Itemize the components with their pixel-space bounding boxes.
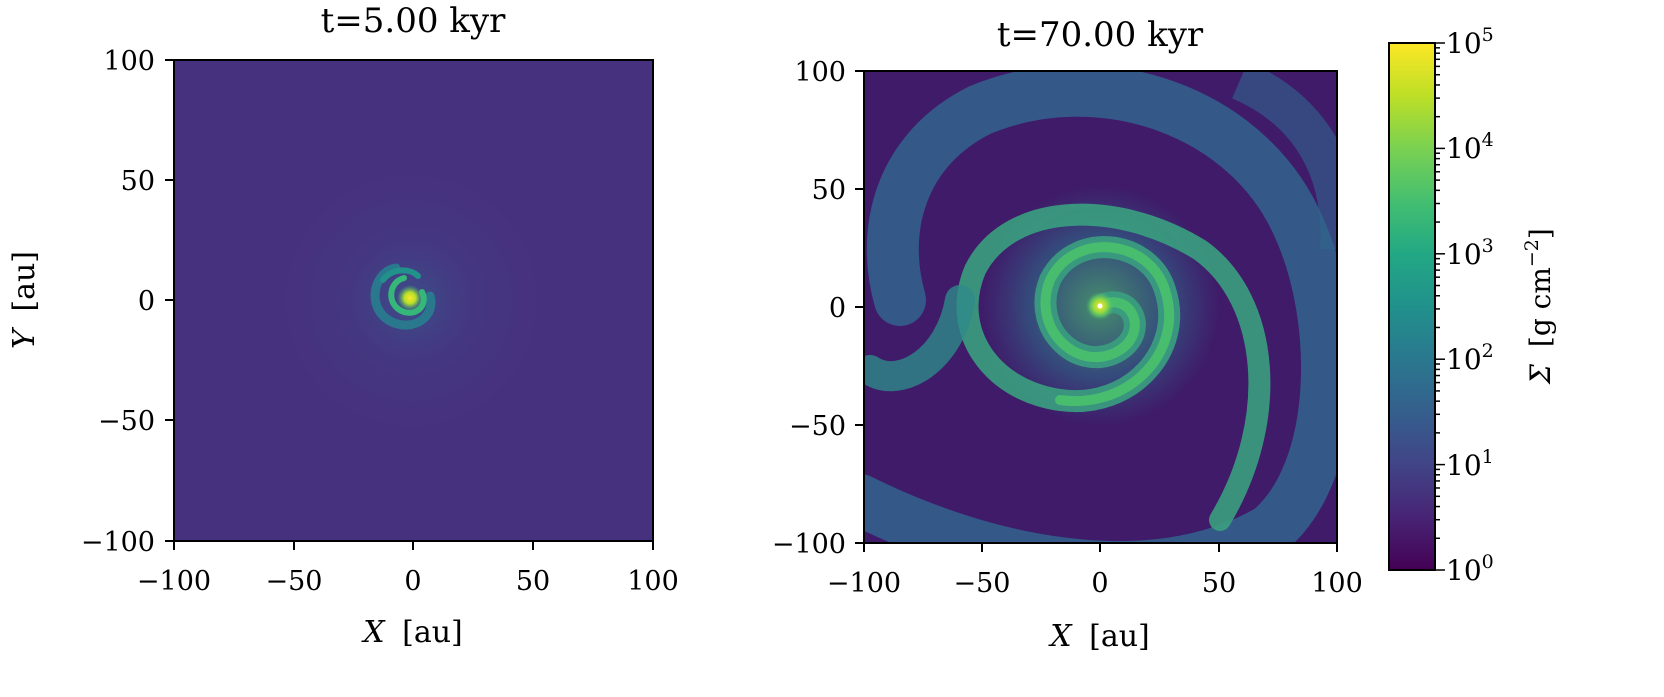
y-tick-label: −50: [98, 406, 155, 437]
y-tick-label: −100: [772, 529, 846, 560]
x-tick-label: −50: [266, 566, 323, 597]
x-axis-var: X: [361, 615, 386, 650]
x-axis-unit: [au]: [1089, 619, 1150, 654]
y-tick-label: −100: [81, 527, 155, 558]
x-axis-unit: [au]: [402, 615, 463, 650]
lower-arm: [864, 285, 975, 392]
colorbar-ticks: [1435, 42, 1445, 571]
colorbar-tick-label: 101: [1446, 446, 1494, 482]
x-tick-label: 50: [516, 566, 550, 597]
colorbar-tick-label: 103: [1446, 235, 1494, 271]
panel-right-sink: [1097, 303, 1103, 309]
colorbar-tick-label: 105: [1446, 24, 1494, 60]
y-axis-unit: [au]: [7, 251, 42, 312]
x-axis-var: X: [1048, 619, 1073, 654]
panel-right: t=70.00 kyr: [772, 15, 1363, 654]
y-tick-label: 100: [794, 57, 846, 88]
y-tick-label: −50: [789, 411, 846, 442]
panel-right-xlabel: X [au]: [1048, 619, 1150, 654]
panel-left-title: t=5.00 kyr: [321, 1, 506, 41]
panel-left: t=5.00 kyr −100 −50 0 50: [7, 1, 679, 650]
panel-right-yticks: [855, 70, 864, 544]
panel-left-xlabel: X [au]: [361, 615, 463, 650]
y-axis-var: Y: [7, 326, 42, 349]
colorbar-gradient: [1388, 42, 1436, 571]
x-tick-label: 50: [1202, 568, 1236, 599]
colorbar-label: Σ [g cm−2]: [1521, 228, 1557, 385]
outer-arm: [864, 71, 1337, 543]
x-tick-label: −100: [827, 568, 901, 599]
x-tick-label: 0: [404, 566, 421, 597]
y-tick-label: 0: [829, 293, 846, 324]
x-tick-label: −100: [137, 566, 211, 597]
x-tick-label: 0: [1091, 568, 1108, 599]
colorbar-tick-label: 100: [1446, 551, 1494, 587]
panel-left-ylabel: Y [au]: [7, 251, 42, 349]
x-tick-label: 100: [1311, 568, 1363, 599]
panel-left-core: [397, 285, 423, 311]
colorbar: 100 101 102 103 104 105 Σ [g cm−2]: [1388, 24, 1557, 587]
colorbar-tick-label: 104: [1446, 129, 1494, 165]
y-tick-label: 50: [812, 175, 846, 206]
colorbar-tick-label: 102: [1446, 340, 1494, 376]
panel-right-title: t=70.00 kyr: [997, 15, 1204, 55]
panel-left-yticks: [165, 59, 174, 542]
x-tick-label: 100: [627, 566, 679, 597]
x-tick-label: −50: [954, 568, 1011, 599]
panel-left-xticks: [173, 541, 654, 550]
panel-left-spiral: [370, 263, 436, 330]
panel-right-xticks: [863, 543, 1338, 552]
y-tick-label: 50: [121, 166, 155, 197]
y-tick-label: 0: [138, 286, 155, 317]
y-tick-label: 100: [103, 46, 155, 77]
